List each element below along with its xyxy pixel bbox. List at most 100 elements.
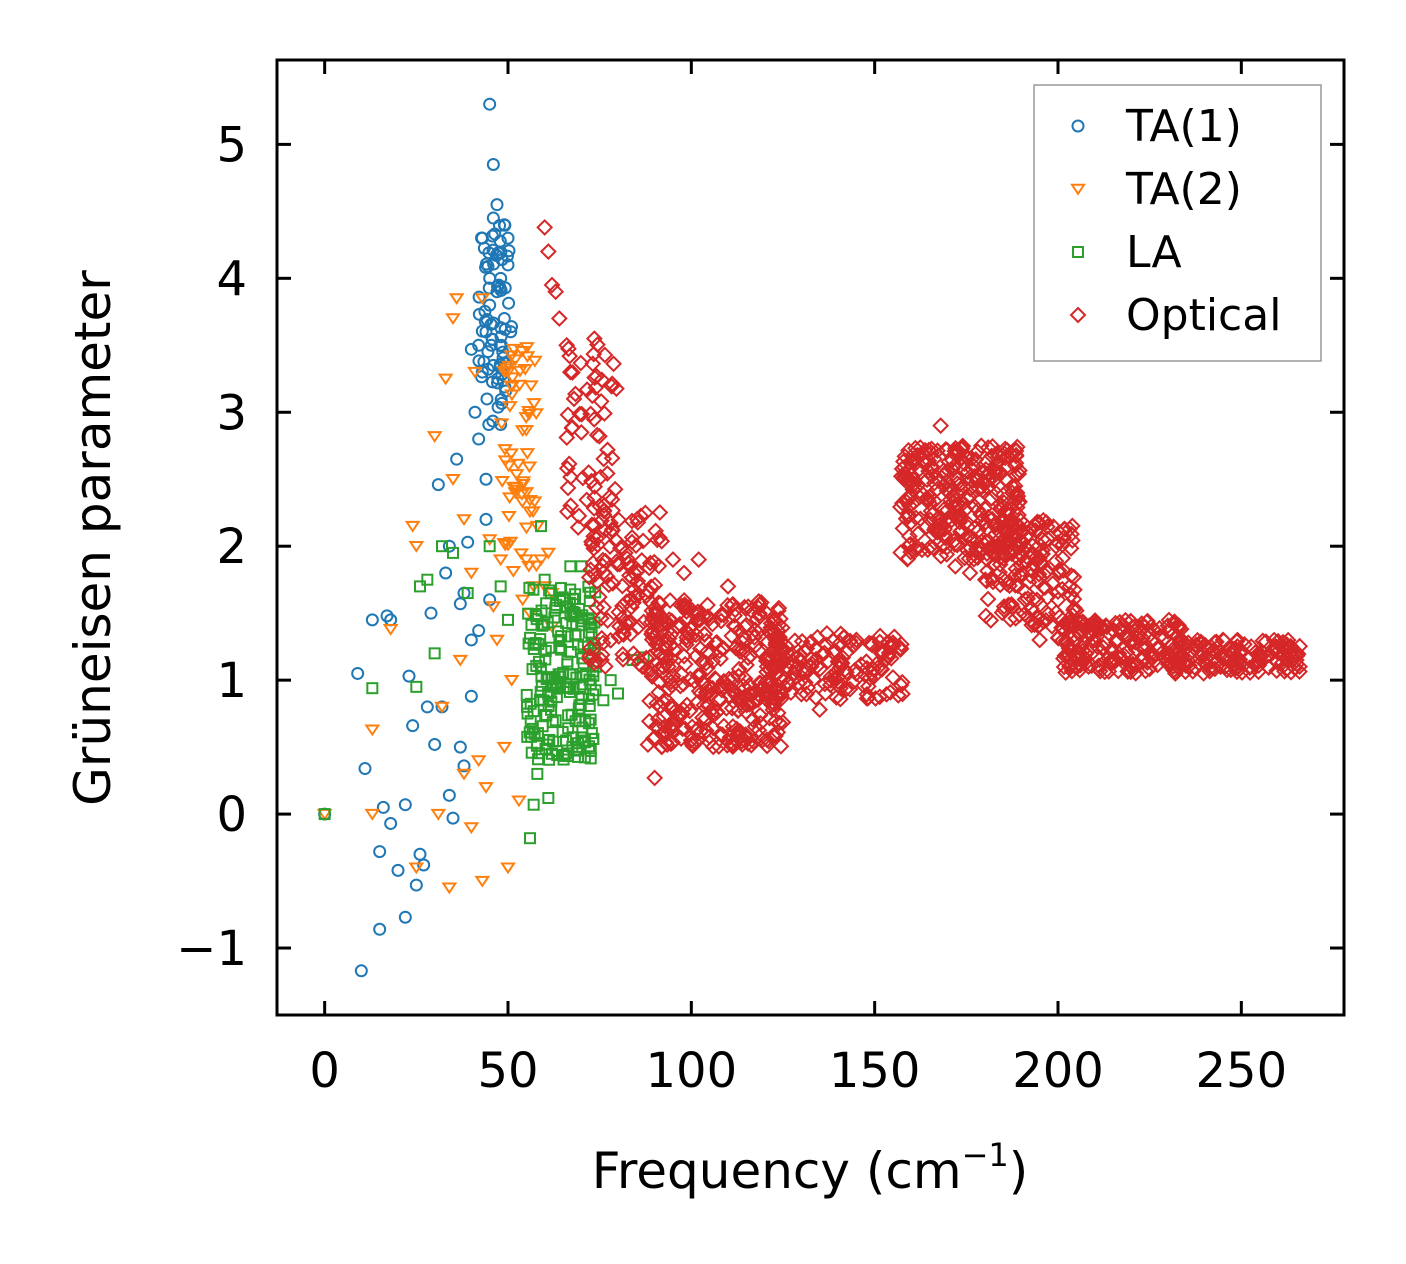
data-point [424, 606, 438, 620]
data-point [750, 721, 768, 739]
data-point [442, 788, 456, 802]
data-point [501, 231, 515, 245]
data-point [650, 557, 668, 575]
data-point [580, 568, 598, 586]
data-point [511, 795, 527, 808]
legend-item: LA [1072, 227, 1182, 278]
data-point [585, 621, 598, 634]
data-point [588, 652, 606, 670]
data-point [527, 798, 540, 811]
y-tick-label: 1 [216, 653, 247, 709]
data-point [556, 726, 569, 739]
data-point [600, 576, 618, 594]
data-point [547, 283, 565, 301]
data-point [408, 862, 425, 875]
y-tick-label: 3 [216, 385, 247, 441]
data-point [1120, 662, 1137, 679]
data-point [737, 616, 755, 634]
data-point [651, 504, 669, 521]
data-point [1216, 649, 1234, 667]
data-point [561, 363, 579, 381]
data-point [1083, 657, 1100, 675]
data-point [937, 511, 955, 529]
data-point [518, 554, 535, 567]
data-point [957, 529, 974, 547]
data-point [602, 631, 620, 649]
data-point [491, 246, 505, 260]
data-point [967, 540, 985, 558]
data-point [737, 600, 755, 618]
data-point [925, 450, 943, 468]
data-point [421, 573, 434, 586]
data-point [696, 626, 713, 643]
data-point [616, 544, 634, 562]
data-point [991, 576, 1009, 594]
data-point [867, 690, 884, 707]
data-point [536, 581, 553, 593]
data-point [1091, 651, 1108, 669]
data-point [1074, 623, 1092, 641]
data-point [651, 673, 669, 691]
data-point [676, 596, 694, 614]
data-point [737, 732, 754, 750]
data-point [489, 634, 505, 647]
data-point [1282, 663, 1300, 681]
data-point [894, 520, 912, 537]
data-point [532, 655, 545, 668]
y-tick-label: 5 [216, 117, 247, 173]
data-point [358, 762, 372, 776]
data-point [634, 532, 652, 550]
data-point [999, 514, 1017, 532]
data-point [558, 503, 576, 521]
data-point [884, 669, 902, 686]
data-point [745, 733, 762, 750]
data-point [561, 347, 579, 365]
legend: TA(1) TA(2) LA Optical [1033, 84, 1322, 362]
data-point [479, 472, 493, 486]
data-point [892, 639, 909, 657]
data-point [526, 496, 543, 509]
data-point [585, 516, 603, 534]
data-point [570, 507, 588, 525]
data-point [540, 547, 557, 560]
data-point [595, 599, 613, 616]
data-point [478, 782, 494, 794]
data-point [1010, 465, 1028, 483]
data-point [625, 564, 643, 582]
data-point [653, 725, 671, 743]
data-point [592, 393, 610, 410]
data-point [602, 524, 620, 542]
data-point [524, 832, 536, 845]
data-point [1017, 583, 1034, 601]
data-point [1165, 661, 1183, 679]
data-point [965, 519, 983, 537]
data-point [750, 592, 768, 610]
data-point [900, 536, 918, 554]
y-axis-label: Grüneisen parameter [64, 270, 122, 806]
data-point [593, 629, 611, 647]
data-point [1065, 590, 1083, 608]
data-point [1174, 637, 1192, 654]
data-point [994, 486, 1012, 504]
data-point [650, 529, 668, 547]
data-point [406, 719, 420, 733]
legend-item: Optical [1069, 290, 1281, 341]
data-point [723, 627, 741, 645]
data-point [365, 613, 379, 627]
data-point [719, 577, 737, 595]
data-point [1269, 632, 1287, 650]
data-point [543, 276, 561, 294]
data-point [514, 594, 531, 607]
data-point [738, 656, 755, 674]
legend-marker [1069, 306, 1087, 324]
data-point [1139, 612, 1156, 630]
data-point [1086, 631, 1104, 649]
data-point [791, 651, 809, 669]
data-point [535, 520, 547, 533]
data-point [715, 672, 733, 690]
data-point [805, 670, 823, 688]
data-point [585, 410, 603, 428]
data-point [951, 476, 969, 494]
data-point [729, 723, 747, 740]
